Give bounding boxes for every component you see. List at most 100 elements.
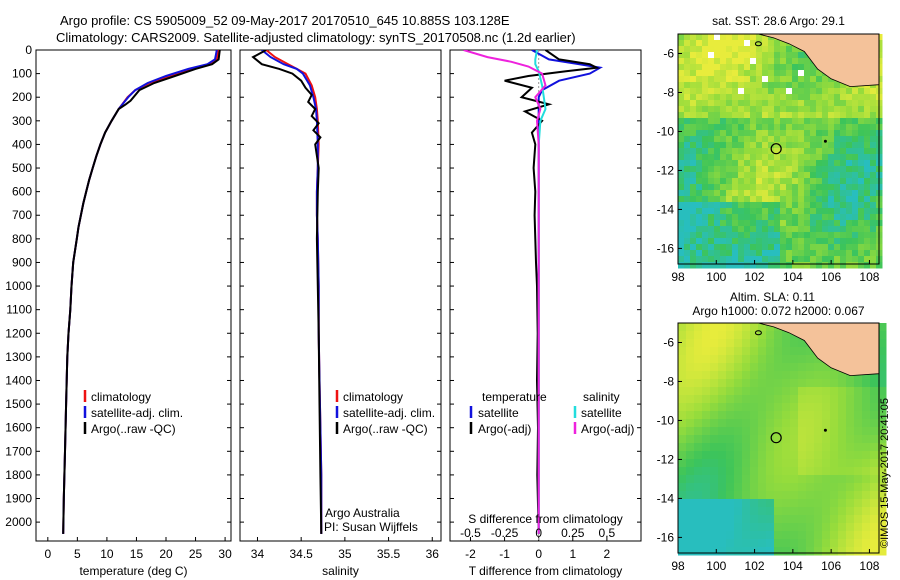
map-cell: [684, 256, 691, 263]
map-cell: [750, 355, 759, 364]
map-cell: [798, 100, 805, 107]
map-cell: [766, 347, 775, 356]
map-cell: [838, 387, 847, 396]
map-cell: [780, 172, 787, 179]
map-cell: [786, 112, 793, 119]
map-cell: [750, 112, 757, 119]
map-cell: [732, 118, 739, 125]
map-cell: [718, 459, 727, 468]
map-cell: [870, 130, 877, 137]
map-cell: [750, 262, 757, 269]
map-cell: [690, 76, 697, 83]
map-cell: [822, 443, 831, 452]
map-cell: [738, 208, 745, 215]
map-cell: [766, 451, 775, 460]
map-cell: [766, 483, 775, 492]
map-cell: [830, 539, 839, 548]
map-cell: [822, 250, 829, 257]
map-cell: [726, 507, 735, 516]
map-cell: [678, 184, 685, 191]
map-cell: [718, 355, 727, 364]
map-cell: [726, 40, 733, 47]
map-cell: [846, 172, 853, 179]
map-cell: [732, 232, 739, 239]
map-cell: [756, 184, 763, 191]
map-cell: [870, 451, 879, 460]
map-cell: [810, 106, 817, 113]
map-cell: [834, 232, 841, 239]
map-cell: [714, 250, 721, 257]
map-cell: [816, 148, 823, 155]
map-cell: [834, 100, 841, 107]
map-cell: [834, 160, 841, 167]
map-cell: [766, 323, 775, 332]
map-cell: [774, 226, 781, 233]
map-cell: [862, 427, 871, 436]
map-cell: [696, 52, 703, 59]
map-cell: [750, 323, 759, 332]
map-cell: [694, 363, 703, 372]
map-cell: [702, 124, 709, 131]
map-cell: [774, 256, 781, 263]
map-x-tick-label: 104: [783, 270, 803, 284]
map-cell: [840, 238, 847, 245]
map-cell: [798, 124, 805, 131]
map-cell: [782, 459, 791, 468]
island-outline: [754, 41, 762, 47]
map-cell: [766, 331, 775, 340]
map-cell: [834, 256, 841, 263]
map-cell: [792, 64, 799, 71]
map-cell: [710, 459, 719, 468]
map-cell: [822, 130, 829, 137]
map-cell: [806, 539, 815, 548]
map-cell: [870, 419, 879, 428]
map-cell: [708, 208, 715, 215]
map-cell: [862, 371, 871, 380]
map-cell: [678, 523, 687, 532]
map-cell: [810, 118, 817, 125]
map-cell: [720, 76, 727, 83]
map-cell: [696, 190, 703, 197]
map-cell: [690, 94, 697, 101]
map-cell: [714, 178, 721, 185]
map-cell: [702, 363, 711, 372]
map-cell: [870, 214, 877, 221]
map-cell: [708, 244, 715, 251]
map-cell: [726, 76, 733, 83]
map-cell: [762, 46, 769, 53]
map-cell: [702, 403, 711, 412]
map-cell: [878, 411, 887, 420]
map-y-tick-label: -10: [657, 124, 675, 138]
map-cell: [758, 371, 767, 380]
map-cell: [774, 371, 783, 380]
map-cell: [732, 40, 739, 47]
legend-label: climatology: [91, 390, 151, 404]
map-cell: [756, 40, 763, 47]
map-cell: [690, 184, 697, 191]
map-cell: [846, 112, 853, 119]
map-cell: [798, 419, 807, 428]
map-cell: [822, 395, 831, 404]
map-cell: [834, 112, 841, 119]
map-cell: [684, 190, 691, 197]
map-cell: [710, 547, 719, 556]
map-cell: [798, 507, 807, 516]
map-cell: [744, 70, 751, 77]
map-cell: [726, 467, 735, 476]
map-cell: [846, 166, 853, 173]
map-cell: [738, 160, 745, 167]
map-cell: [762, 70, 769, 77]
map-cell: [744, 130, 751, 137]
y-tick-label: 700: [12, 208, 32, 222]
map-cell: [834, 118, 841, 125]
map-cell: [858, 94, 865, 101]
map-cell: [822, 547, 831, 556]
map-frame: [677, 322, 880, 554]
map-cell: [720, 46, 727, 53]
map-cell: [678, 467, 687, 476]
map-cell: [718, 547, 727, 556]
map-cell: [822, 160, 829, 167]
map-cell: [822, 371, 831, 380]
map-cell: [864, 214, 871, 221]
map-cell: [774, 419, 783, 428]
